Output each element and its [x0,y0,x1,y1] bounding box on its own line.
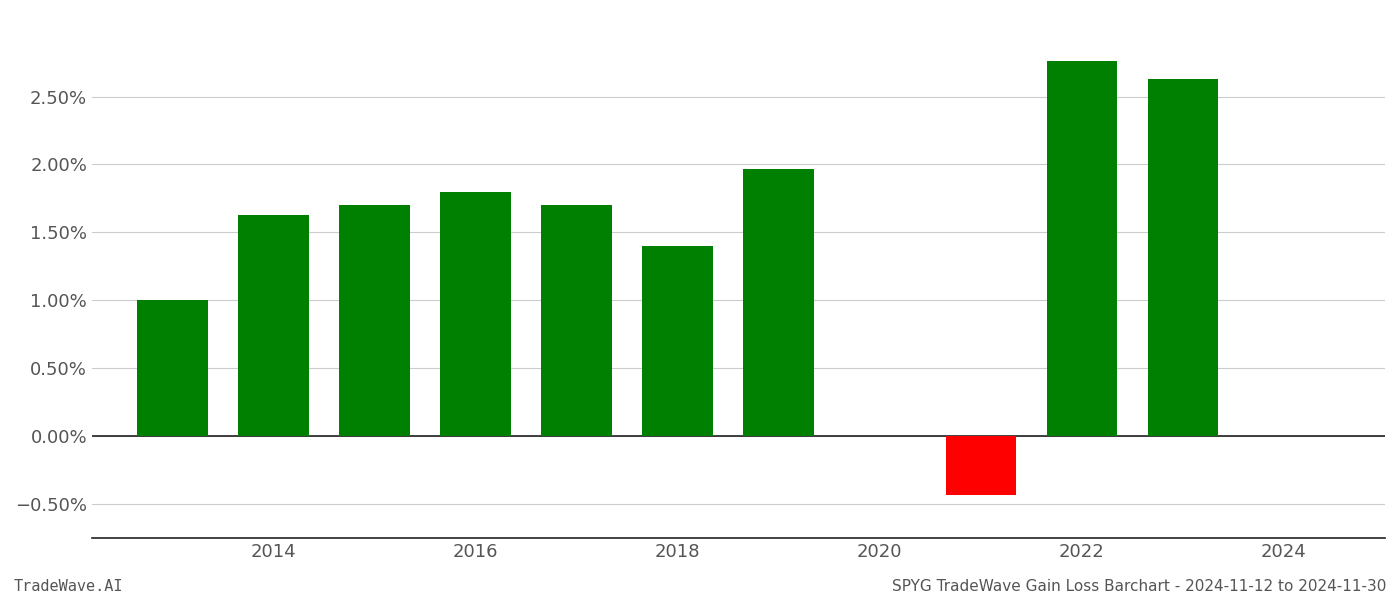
Bar [339,205,410,436]
Bar [542,205,612,436]
Text: SPYG TradeWave Gain Loss Barchart - 2024-11-12 to 2024-11-30: SPYG TradeWave Gain Loss Barchart - 2024… [892,579,1386,594]
Bar [238,215,309,436]
Bar [643,246,713,436]
Bar [743,169,815,436]
Bar [1148,79,1218,436]
Bar [137,301,209,436]
Text: TradeWave.AI: TradeWave.AI [14,579,123,594]
Bar [945,436,1016,494]
Bar [1047,61,1117,436]
Bar [441,191,511,436]
